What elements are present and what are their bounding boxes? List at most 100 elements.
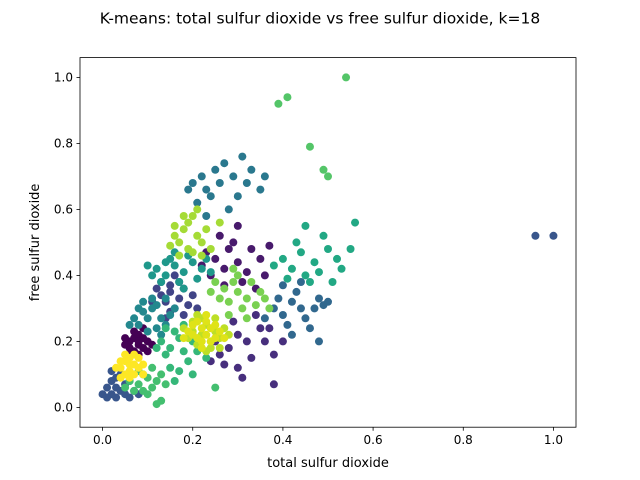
- data-point-cluster-2-15: [278, 337, 287, 346]
- data-point-cluster-5-12: [305, 324, 314, 333]
- data-point-cluster-16-11: [206, 337, 215, 346]
- data-point-cluster-13-12: [211, 278, 220, 286]
- data-point-cluster-9-1: [287, 264, 296, 273]
- data-point-cluster-5-6: [301, 314, 310, 323]
- data-point-cluster-13-15: [229, 264, 238, 273]
- data-point-cluster-14-4: [188, 248, 197, 257]
- data-point-cluster-7-9: [152, 301, 161, 310]
- data-point-cluster-1-4: [242, 268, 251, 277]
- data-point-cluster-3-11: [188, 291, 197, 300]
- data-point-cluster-9-5: [324, 245, 332, 253]
- data-point-cluster-4-17: [531, 231, 540, 240]
- data-point-cluster-1-16: [265, 241, 274, 250]
- data-point-cluster-14-3: [179, 225, 188, 234]
- data-point-cluster-3-1: [175, 294, 184, 303]
- data-point-cluster-6-12: [184, 185, 193, 194]
- x-tick-label: 1.0: [544, 433, 563, 447]
- data-point-cluster-10-15: [188, 370, 197, 379]
- data-point-cluster-0-10: [130, 327, 139, 336]
- data-point-cluster-16-8: [184, 327, 193, 336]
- data-point-cluster-11-15: [139, 386, 148, 395]
- data-point-cluster-6-14: [256, 185, 265, 194]
- data-point-cluster-13-14: [260, 294, 269, 303]
- y-axis: 0.0 0.2 0.4 0.6 0.8 1.0: [54, 71, 80, 415]
- data-point-cluster-16-9: [215, 327, 224, 336]
- data-point-cluster-15-12: [211, 314, 220, 323]
- data-point-cluster-2-17: [269, 380, 278, 389]
- x-tick-label: 0.0: [93, 433, 112, 447]
- data-point-cluster-10-0: [157, 337, 166, 346]
- data-point-cluster-8-12: [193, 274, 202, 283]
- data-point-cluster-1-10: [247, 245, 256, 253]
- data-point-cluster-3-16: [193, 304, 202, 313]
- data-point-cluster-12-0: [274, 99, 283, 108]
- data-point-cluster-11-6: [152, 377, 161, 385]
- data-point-cluster-14-6: [197, 238, 206, 247]
- data-point-cluster-6-4: [220, 159, 229, 168]
- data-point-cluster-14-11: [166, 241, 175, 250]
- data-point-cluster-17-9: [139, 360, 148, 369]
- data-point-cluster-5-5: [292, 287, 301, 296]
- data-point-cluster-8-17: [206, 268, 215, 277]
- data-point-cluster-4-7: [125, 393, 134, 402]
- data-point-cluster-17-10: [112, 363, 121, 372]
- data-point-cluster-7-12: [157, 330, 166, 339]
- data-point-cluster-16-17: [179, 334, 188, 343]
- data-point-cluster-13-4: [238, 304, 247, 313]
- data-point-cluster-7-2: [152, 324, 161, 333]
- data-point-cluster-0-15: [121, 334, 130, 343]
- data-point-cluster-10-8: [184, 357, 193, 366]
- data-point-cluster-2-4: [215, 350, 224, 359]
- data-point-cluster-9-2: [301, 271, 310, 280]
- data-point-cluster-1-0: [211, 254, 220, 263]
- data-point-cluster-17-15: [139, 370, 148, 379]
- data-point-cluster-12-1: [283, 93, 292, 102]
- data-point-cluster-12-3: [319, 165, 328, 174]
- data-point-cluster-8-9: [148, 271, 157, 280]
- data-point-cluster-14-10: [188, 212, 197, 220]
- data-point-cluster-6-0: [188, 179, 197, 187]
- data-point-cluster-13-13: [242, 314, 251, 323]
- data-point-cluster-6-2: [211, 165, 220, 174]
- data-point-cluster-9-3: [296, 248, 305, 257]
- data-point-cluster-16-16: [202, 311, 211, 319]
- data-point-cluster-7-11: [134, 304, 143, 313]
- data-point-cluster-14-0: [175, 238, 184, 247]
- data-point-cluster-12-4: [324, 172, 332, 181]
- data-point-cluster-2-8: [229, 317, 238, 326]
- data-point-cluster-10-16: [202, 353, 211, 362]
- data-point-cluster-6-3: [202, 185, 211, 194]
- data-point-cluster-1-7: [229, 238, 238, 247]
- data-point-cluster-13-7: [215, 294, 224, 303]
- data-point-cluster-0-17: [134, 337, 143, 346]
- data-point-cluster-7-1: [143, 314, 152, 323]
- data-point-cluster-9-6: [292, 238, 301, 247]
- data-point-cluster-17-13: [121, 350, 130, 359]
- data-point-cluster-13-16: [206, 287, 215, 296]
- data-point-cluster-13-0: [224, 297, 233, 306]
- data-point-cluster-13-6: [247, 278, 256, 286]
- data-point-cluster-11-11: [161, 380, 170, 389]
- data-point-cluster-8-13: [161, 258, 170, 267]
- data-point-cluster-4-13: [112, 393, 121, 402]
- data-point-cluster-16-0: [197, 324, 206, 333]
- x-axis-label: total sulfur dioxide: [267, 456, 389, 471]
- data-point-cluster-13-9: [233, 271, 242, 280]
- data-point-cluster-13-1: [233, 287, 242, 296]
- data-point-cluster-14-15: [193, 205, 202, 214]
- data-point-cluster-10-9: [166, 363, 175, 372]
- data-point-cluster-16-1: [202, 330, 211, 339]
- data-point-cluster-10-5: [179, 347, 188, 356]
- y-tick-label: 0.6: [54, 203, 73, 217]
- data-point-cluster-5-17: [319, 301, 328, 310]
- data-point-cluster-7-5: [157, 314, 166, 323]
- data-point-cluster-1-1: [220, 264, 229, 273]
- data-point-cluster-14-9: [202, 225, 211, 234]
- data-point-cluster-8-2: [170, 261, 179, 270]
- data-point-cluster-6-5: [238, 152, 247, 161]
- data-point-cluster-6-6: [206, 192, 215, 201]
- y-tick-label: 0.4: [54, 269, 73, 283]
- data-point-cluster-7-17: [161, 294, 170, 303]
- x-tick-label: 0.2: [183, 433, 202, 447]
- data-point-cluster-2-12: [220, 360, 229, 369]
